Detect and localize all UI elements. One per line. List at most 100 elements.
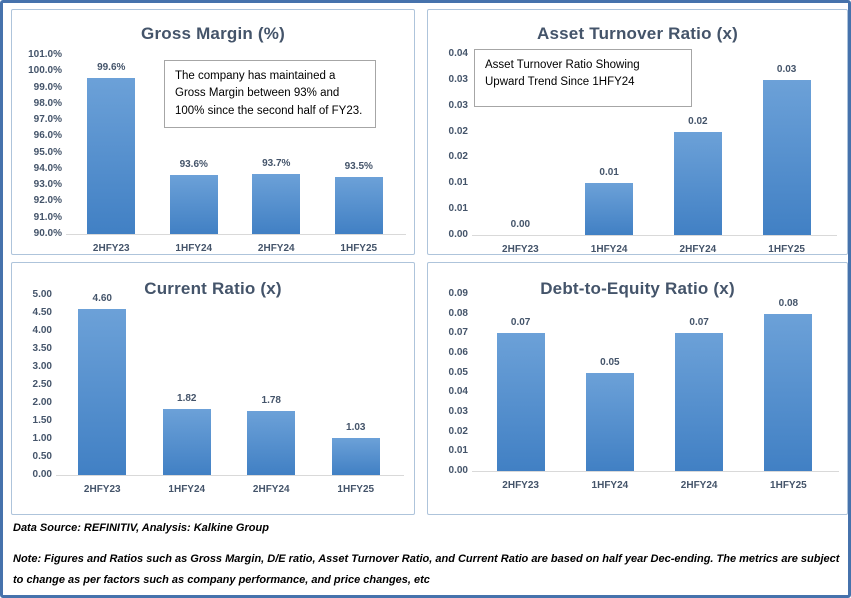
y-tick-label: 101.0% xyxy=(28,49,62,60)
bar-2hfy24 xyxy=(247,411,296,475)
y-tick-label: 94.0% xyxy=(33,162,62,174)
y-tick-label: 97.0% xyxy=(33,114,62,126)
asset-turnover-title: Asset Turnover Ratio (x) xyxy=(537,24,738,43)
current-ratio-title: Current Ratio (x) xyxy=(144,279,282,298)
y-tick-label: 0.00 xyxy=(448,229,468,240)
bar-2hfy23 xyxy=(496,333,545,471)
bar-value-label: 0.03 xyxy=(776,64,797,75)
y-tick-label: 0.00 xyxy=(32,469,52,480)
y-tick-label: 0.06 xyxy=(448,347,468,358)
bar-2hfy23 xyxy=(78,309,127,475)
x-category-label: 1HFY25 xyxy=(337,484,375,495)
x-category-label: 1HFY25 xyxy=(340,243,378,254)
y-tick-label: 1.50 xyxy=(32,415,52,426)
y-tick-label: 0.02 xyxy=(448,125,468,137)
bar-value-label: 0.07 xyxy=(510,317,531,328)
chart-panel-current-ratio: Current Ratio (x) 5.00 4.50 4.00 3.50 3.00 2.5… xyxy=(11,262,415,515)
y-tick-label: 5.00 xyxy=(32,289,52,300)
y-tick-label: 0.03 xyxy=(448,99,468,111)
y-tick-label: 0.07 xyxy=(448,327,468,339)
y-tick-label: 0.03 xyxy=(448,73,468,85)
gross-margin-annotation-box: The company has maintained a Gross Margi… xyxy=(164,60,376,128)
bar-1hfy24 xyxy=(169,175,218,234)
y-tick-label: 0.50 xyxy=(32,451,52,462)
bar-1hfy25 xyxy=(331,438,380,475)
y-tick-label: 0.01 xyxy=(448,203,468,215)
bar-value-label: 0.05 xyxy=(600,357,620,368)
x-category-label: 2HFY24 xyxy=(252,484,290,495)
bar-value-label: 1.82 xyxy=(177,393,197,404)
y-tick-label: 90.0% xyxy=(33,228,62,239)
bar-value-label: 0.00 xyxy=(510,219,531,230)
y-tick-label: 2.00 xyxy=(32,397,52,408)
bar-1hfy24 xyxy=(162,409,211,475)
y-tick-label: 95.0% xyxy=(33,146,62,158)
y-tick-label: 0.08 xyxy=(448,307,468,319)
bar-1hfy25 xyxy=(762,80,811,235)
debt-to-equity-title: Debt-to-Equity Ratio (x) xyxy=(540,279,735,298)
y-tick-label: 3.00 xyxy=(32,361,52,372)
y-tick-label: 0.04 xyxy=(448,48,468,59)
x-category-label: 2HFY23 xyxy=(83,484,121,495)
x-axis-line xyxy=(66,234,406,235)
bar-2hfy24 xyxy=(673,132,722,235)
x-category-label: 2HFY24 xyxy=(679,244,717,255)
y-tick-label: 92.0% xyxy=(33,195,62,207)
bar-value-label: 93.6% xyxy=(179,159,208,170)
y-tick-label: 96.0% xyxy=(33,130,62,142)
x-category-label: 2HFY23 xyxy=(92,243,130,254)
bar-2hfy24 xyxy=(675,333,724,471)
x-axis-line xyxy=(472,235,837,236)
chart-panel-asset-turnover: Asset Turnover Ratio (x) 0.04 0.03 0.03 0.02… xyxy=(427,9,848,255)
bar-value-label: 1.03 xyxy=(346,422,366,433)
bar-1hfy25 xyxy=(334,177,383,234)
x-category-label: 1HFY24 xyxy=(168,484,206,495)
x-category-label: 1HFY24 xyxy=(175,243,213,254)
data-source-line: Data Source: REFINITIV, Analysis: Kalkin… xyxy=(13,522,269,534)
x-category-label: 2HFY24 xyxy=(680,480,718,491)
bar-value-label: 93.7% xyxy=(262,158,291,169)
y-tick-label: 91.0% xyxy=(33,211,62,223)
x-category-label: 1HFY24 xyxy=(590,244,628,255)
y-tick-label: 4.50 xyxy=(32,307,52,318)
bar-value-label: 1.78 xyxy=(261,395,281,406)
y-tick-label: 99.0% xyxy=(33,81,62,93)
y-tick-label: 0.01 xyxy=(448,445,468,457)
y-tick-label: 0.05 xyxy=(448,366,468,378)
footer-note-line: Note: Figures and Ratios such as Gross M… xyxy=(13,553,840,586)
bar-2hfy23 xyxy=(87,78,136,234)
y-tick-label: 3.50 xyxy=(32,343,52,354)
y-tick-label: 98.0% xyxy=(33,97,62,109)
y-tick-label: 0.04 xyxy=(448,386,468,398)
bar-value-label: 0.08 xyxy=(778,298,799,309)
y-tick-label: 2.50 xyxy=(32,379,52,390)
x-category-label: 1HFY24 xyxy=(591,480,629,491)
x-axis-line xyxy=(472,471,839,472)
y-tick-label: 0.02 xyxy=(448,425,468,437)
y-tick-label: 1.00 xyxy=(32,433,52,444)
bar-value-label: 0.02 xyxy=(688,116,708,127)
bar-1hfy25 xyxy=(764,314,813,471)
bar-value-label: 93.5% xyxy=(344,161,373,172)
chart-panel-debt-to-equity: Debt-to-Equity Ratio (x) 0.09 0.08 0.07 0.06… xyxy=(427,262,848,515)
bar-1hfy24 xyxy=(585,183,634,235)
x-category-label: 1HFY25 xyxy=(770,480,807,491)
x-category-label: 2HFY23 xyxy=(502,480,539,491)
y-tick-label: 0.09 xyxy=(448,288,468,299)
y-tick-label: 100.0% xyxy=(28,65,62,77)
x-category-label: 2HFY23 xyxy=(502,244,539,255)
x-category-label: 2HFY24 xyxy=(257,243,295,254)
x-axis-line xyxy=(56,475,404,476)
gross-margin-title: Gross Margin (%) xyxy=(141,24,285,43)
bar-value-label: 0.07 xyxy=(689,317,709,328)
bar-value-label: 99.6% xyxy=(97,62,126,73)
x-category-label: 1HFY25 xyxy=(768,244,805,255)
asset-turnover-annotation-box: Asset Turnover Ratio Showing Upward Tren… xyxy=(474,49,692,107)
y-tick-label: 4.00 xyxy=(32,325,52,336)
chart-panel-gross-margin: Gross Margin (%) 101.0% 100.0% 99.0% 98.0% 97… xyxy=(11,9,415,255)
y-tick-label: 93.0% xyxy=(33,179,62,191)
y-tick-label: 0.00 xyxy=(448,465,468,476)
bar-value-label: 0.01 xyxy=(599,167,619,178)
y-tick-label: 0.03 xyxy=(448,406,468,417)
